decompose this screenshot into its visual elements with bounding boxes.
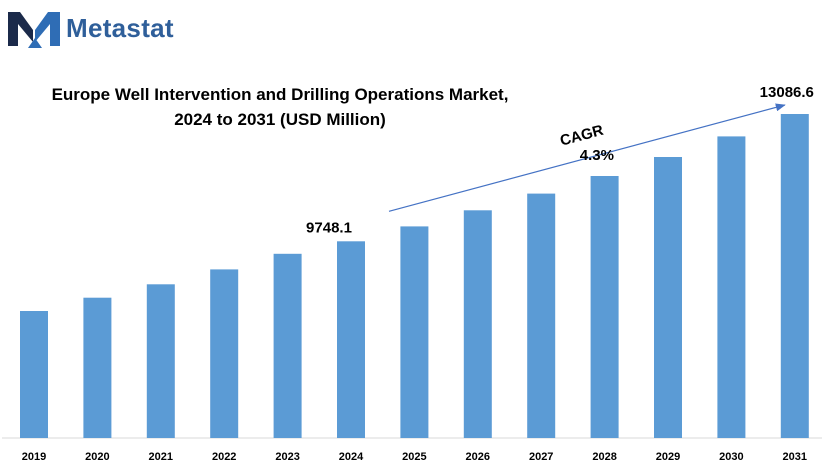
bars-group bbox=[20, 114, 809, 438]
bar-2023 bbox=[273, 253, 302, 438]
x-tick-label-2028: 2028 bbox=[592, 451, 616, 463]
bar-2026 bbox=[463, 210, 492, 438]
data-label-2031: 13086.6 bbox=[760, 84, 814, 101]
metastat-m-logo-icon bbox=[8, 12, 60, 48]
bar-2025 bbox=[400, 226, 429, 438]
x-tick-label-2030: 2030 bbox=[719, 451, 743, 463]
bar-2020 bbox=[83, 297, 112, 438]
data-label-2024: 9748.1 bbox=[306, 219, 352, 236]
x-tick-labels: 2019 2020 2021 2022 2023 2024 2025 2026 2027 2028… bbox=[22, 451, 807, 463]
bar-2027 bbox=[527, 193, 556, 438]
cagr-arrow bbox=[388, 103, 786, 212]
bar-2031 bbox=[780, 114, 809, 438]
bar-2029 bbox=[654, 157, 682, 438]
bar-2024 bbox=[337, 241, 365, 438]
x-tick-label-2021: 2021 bbox=[149, 451, 173, 463]
x-tick-label-2023: 2023 bbox=[275, 451, 299, 463]
x-tick-label-2029: 2029 bbox=[656, 451, 680, 463]
chart-title: Europe Well Intervention and Drilling Op… bbox=[51, 85, 509, 104]
cagr-value: 4.3% bbox=[580, 147, 614, 164]
x-tick-label-2022: 2022 bbox=[212, 451, 236, 463]
chart-subtitle: 2024 to 2031 (USD Million) bbox=[174, 110, 386, 129]
brand-name: Metastat bbox=[66, 13, 174, 43]
bar-2019 bbox=[20, 311, 48, 438]
bar-2030 bbox=[717, 136, 746, 438]
bar-2021 bbox=[146, 284, 175, 438]
cagr-label: CAGR bbox=[558, 122, 605, 150]
x-tick-label-2031: 2031 bbox=[783, 451, 807, 463]
x-tick-label-2025: 2025 bbox=[402, 451, 426, 463]
bar-2022 bbox=[210, 269, 239, 438]
brand-logo: Metastat bbox=[6, 8, 174, 48]
x-tick-label-2020: 2020 bbox=[85, 451, 109, 463]
x-tick-label-2027: 2027 bbox=[529, 451, 553, 463]
bar-2028 bbox=[590, 176, 619, 438]
x-tick-label-2024: 2024 bbox=[339, 451, 364, 463]
x-tick-label-2026: 2026 bbox=[466, 451, 490, 463]
x-tick-label-2019: 2019 bbox=[22, 451, 46, 463]
